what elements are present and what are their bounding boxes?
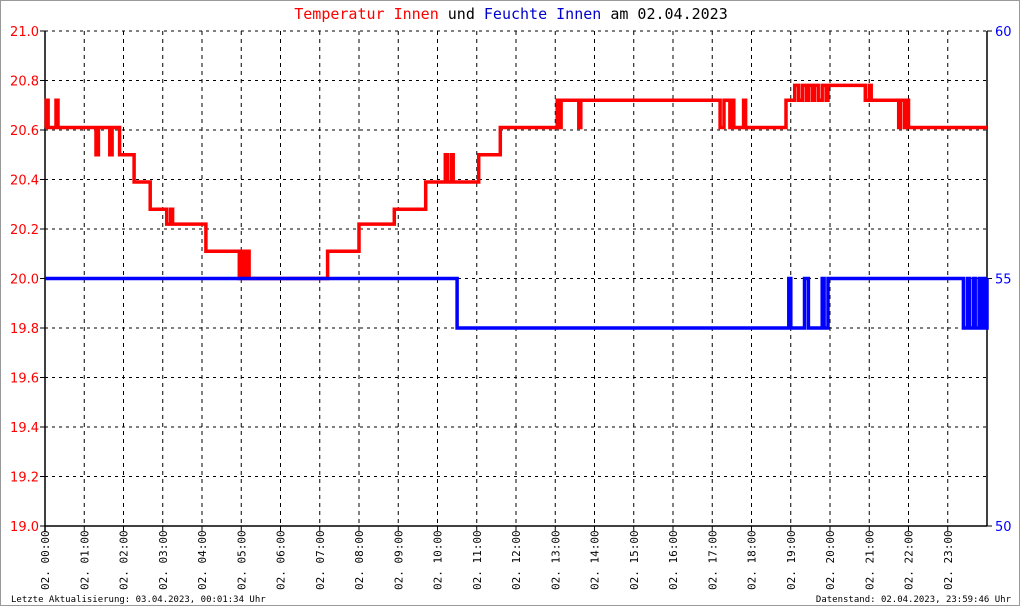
y-tick-label-left: 20.8	[10, 75, 39, 90]
x-tick-label: 02. 13:00	[549, 530, 562, 590]
chart-title: Temperatur Innen und Feuchte Innen am 02…	[1, 5, 1019, 23]
y-tick-label-left: 19.6	[10, 372, 39, 387]
series-line-temperature	[44, 83, 987, 281]
x-tick-label: 02. 10:00	[432, 530, 445, 590]
x-tick-label: 02. 21:00	[863, 530, 876, 590]
y-tick-label-left: 19.0	[10, 520, 39, 535]
x-tick-label: 02. 17:00	[706, 530, 719, 590]
x-tick-label: 02. 16:00	[667, 530, 680, 590]
x-tick-label: 02. 22:00	[903, 530, 916, 590]
y-tick-label-right: 60	[995, 25, 1012, 40]
last-update: Letzte Aktualisierung: 03.04.2023, 00:01…	[11, 595, 266, 605]
x-tick-label: 02. 20:00	[824, 530, 837, 590]
x-tick-label: 02. 08:00	[353, 530, 366, 590]
x-tick-label: 02. 00:00	[39, 530, 52, 590]
y-tick-label-left: 19.2	[10, 471, 39, 486]
x-tick-label: 02. 18:00	[746, 530, 759, 590]
x-tick-label: 02. 14:00	[589, 530, 602, 590]
title-temperature: Temperatur Innen	[294, 5, 439, 23]
x-tick-label: 02. 19:00	[785, 530, 798, 590]
y-tick-label-left: 20.4	[10, 174, 39, 189]
title-and: und	[438, 5, 484, 23]
y-tick-label-left: 21.0	[10, 25, 39, 40]
x-tick-label: 02. 11:00	[471, 530, 484, 590]
x-tick-label: 02. 01:00	[78, 530, 91, 590]
y-tick-label-right: 55	[995, 273, 1012, 288]
x-tick-label: 02. 03:00	[157, 530, 170, 590]
x-tick-label: 02. 15:00	[628, 530, 641, 590]
y-tick-label-left: 20.2	[10, 223, 39, 238]
y-tick-label-left: 20.6	[10, 124, 39, 139]
x-tick-label: 02. 23:00	[942, 530, 955, 590]
x-tick-label: 02. 06:00	[275, 530, 288, 590]
x-tick-label: 02. 02:00	[118, 530, 131, 590]
x-tick-label: 02. 05:00	[235, 530, 248, 590]
y-tick-label-right: 50	[995, 520, 1012, 535]
y-tick-label-left: 19.8	[10, 322, 39, 337]
title-date: am 02.04.2023	[601, 5, 728, 23]
series-line-humidity	[45, 276, 989, 330]
x-tick-label: 02. 09:00	[392, 530, 405, 590]
y-tick-label-left: 19.4	[10, 421, 39, 436]
x-tick-label: 02. 12:00	[510, 530, 523, 590]
title-humidity: Feuchte Innen	[483, 5, 602, 23]
x-tick-label: 02. 07:00	[314, 530, 327, 590]
x-tick-label: 02. 04:00	[196, 530, 209, 590]
data-timestamp: Datenstand: 02.04.2023, 23:59:46 Uhr	[815, 595, 1011, 605]
y-tick-label-left: 20.0	[10, 273, 39, 288]
